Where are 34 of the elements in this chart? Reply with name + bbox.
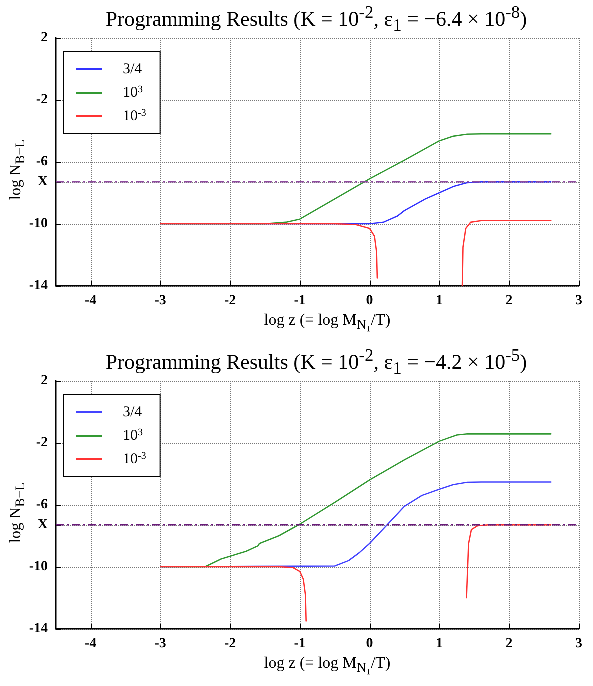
x-tick-label: 0 [366, 294, 374, 308]
y-tick-label: -6 [36, 154, 48, 170]
y-tick-label: -6 [36, 498, 48, 512]
legend-label: 3/4 [123, 404, 143, 420]
chart-title: Programming Results (K = 10$^{-2}$, ε$_{1}$ = −6.4 × 10$^{-8}$) [106, 2, 528, 36]
y-tick-label: 2 [41, 30, 48, 46]
x-axis-title: log z (= log M$_{N₁}$/T) [263, 655, 392, 676]
y-tick-label: -14 [29, 278, 48, 294]
x-tick-label: -2 [224, 636, 236, 652]
x-tick-label: 1 [436, 294, 444, 308]
x-axis-title: log z (= log M$_{N₁}$/T) [263, 312, 392, 334]
x-tick-label: 2 [506, 636, 513, 652]
x-tick-label: -2 [224, 294, 236, 308]
y-tick-label: -10 [29, 216, 48, 232]
x-tick-label: -3 [154, 636, 166, 652]
y-tick-label: -14 [29, 622, 48, 636]
x-tick-label: 2 [506, 294, 513, 308]
x-tick-label: -4 [85, 294, 97, 308]
x-tick-label: -1 [294, 636, 306, 652]
chart-title: Programming Results (K = 10$^{-2}$, ε$_{1}$ = −4.2 × 10$^{-5}$) [106, 345, 528, 378]
legend-label: 3/4 [123, 62, 143, 78]
y-tick-label: X [38, 174, 48, 190]
x-tick-label: 1 [436, 636, 444, 652]
x-tick-label: 3 [576, 636, 582, 652]
x-tick-label: 3 [576, 294, 582, 308]
x-tick-label: -4 [85, 636, 97, 652]
y-tick-label: -2 [36, 436, 48, 450]
x-tick-label: -1 [294, 294, 306, 308]
y-tick-label: X [38, 518, 48, 533]
x-tick-label: -3 [154, 294, 166, 308]
x-tick-label: 0 [366, 636, 374, 652]
y-tick-label: -10 [29, 560, 48, 574]
y-tick-label: -2 [36, 92, 48, 108]
y-tick-label: 2 [41, 374, 48, 388]
